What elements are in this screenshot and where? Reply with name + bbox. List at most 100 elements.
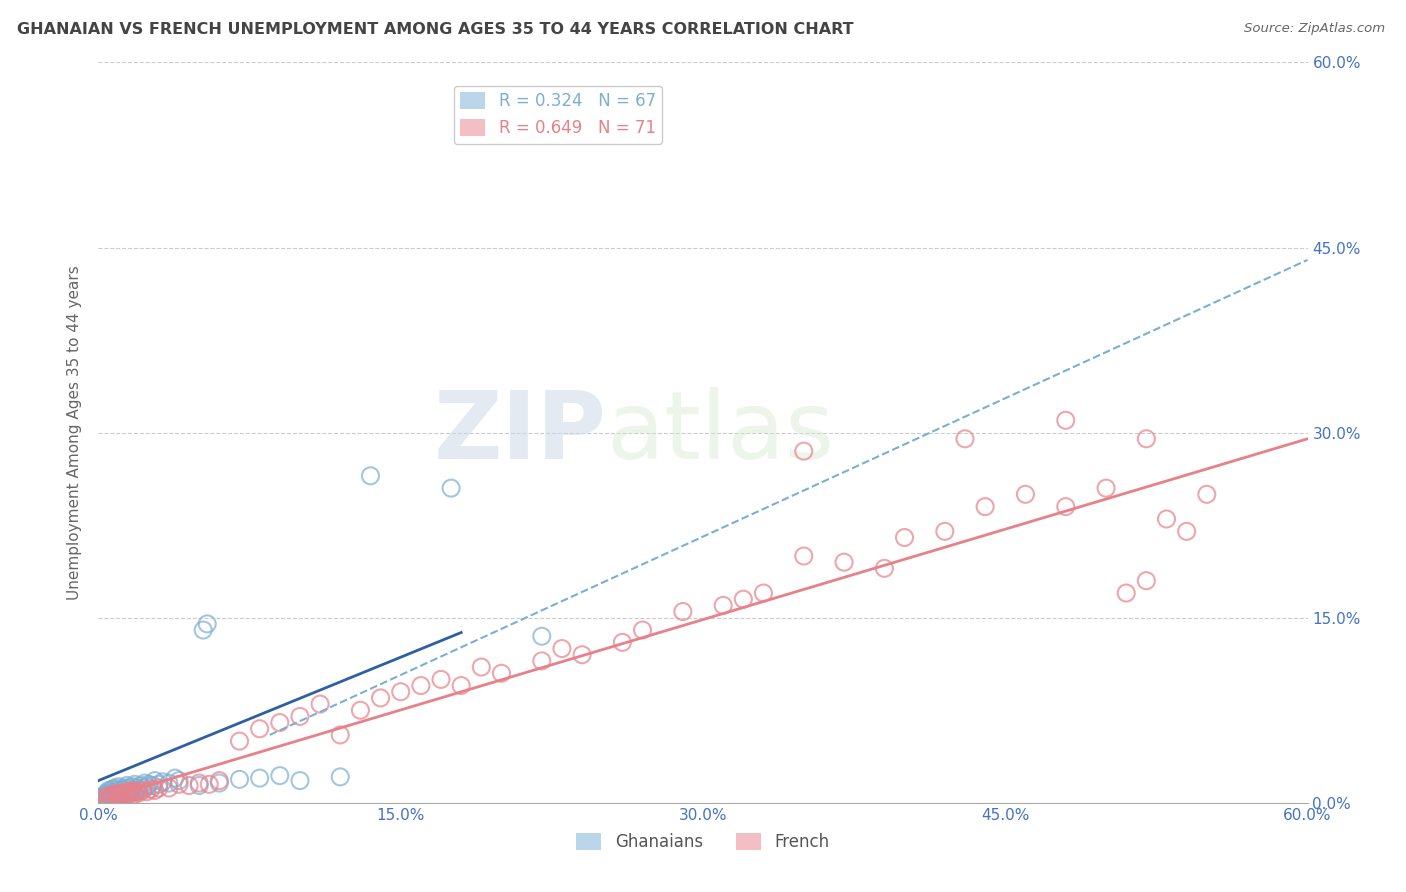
Point — [195, 616, 218, 631]
Point — [120, 786, 142, 800]
Point — [1175, 524, 1198, 539]
Point — [103, 786, 125, 800]
Point — [97, 789, 120, 804]
Point — [121, 783, 143, 797]
Point — [733, 592, 755, 607]
Point — [114, 786, 136, 800]
Point — [249, 771, 271, 785]
Point — [208, 773, 231, 788]
Point — [198, 777, 221, 791]
Point — [125, 785, 148, 799]
Point — [128, 783, 150, 797]
Point — [269, 715, 291, 730]
Point — [269, 769, 291, 783]
Text: ZIP: ZIP — [433, 386, 606, 479]
Point — [360, 468, 382, 483]
Point — [571, 648, 593, 662]
Point — [89, 793, 111, 807]
Point — [96, 792, 118, 806]
Point — [107, 789, 129, 804]
Point — [100, 789, 122, 803]
Point — [111, 783, 134, 797]
Point — [101, 790, 124, 805]
Point — [107, 786, 129, 800]
Point — [96, 786, 118, 800]
Point — [93, 789, 115, 803]
Point — [110, 787, 132, 801]
Point — [120, 783, 142, 797]
Y-axis label: Unemployment Among Ages 35 to 44 years: Unemployment Among Ages 35 to 44 years — [67, 265, 83, 600]
Point — [1115, 586, 1137, 600]
Text: Source: ZipAtlas.com: Source: ZipAtlas.com — [1244, 22, 1385, 36]
Point — [470, 660, 492, 674]
Point — [309, 697, 332, 711]
Point — [288, 709, 311, 723]
Point — [370, 690, 392, 705]
Point — [1054, 413, 1077, 427]
Point — [110, 782, 132, 797]
Point — [115, 779, 138, 793]
Point — [118, 787, 141, 801]
Point — [1014, 487, 1036, 501]
Point — [491, 666, 513, 681]
Point — [329, 770, 352, 784]
Point — [101, 782, 124, 797]
Point — [100, 789, 122, 803]
Point — [115, 787, 138, 801]
Point — [121, 780, 143, 794]
Point — [228, 772, 250, 787]
Point — [135, 780, 157, 794]
Point — [389, 685, 412, 699]
Point — [163, 771, 186, 785]
Point — [114, 780, 136, 795]
Point — [97, 792, 120, 806]
Point — [96, 789, 118, 804]
Point — [143, 783, 166, 797]
Point — [1156, 512, 1178, 526]
Point — [105, 783, 128, 797]
Point — [1135, 574, 1157, 588]
Point — [752, 586, 775, 600]
Point — [93, 790, 115, 805]
Point — [110, 787, 132, 801]
Point — [793, 444, 815, 458]
Point — [132, 783, 155, 797]
Point — [97, 787, 120, 801]
Point — [188, 776, 211, 790]
Point — [128, 786, 150, 800]
Text: GHANAIAN VS FRENCH UNEMPLOYMENT AMONG AGES 35 TO 44 YEARS CORRELATION CHART: GHANAIAN VS FRENCH UNEMPLOYMENT AMONG AG… — [17, 22, 853, 37]
Point — [107, 789, 129, 804]
Point — [107, 780, 129, 794]
Point — [97, 783, 120, 797]
Point — [93, 793, 115, 807]
Point — [124, 785, 146, 799]
Point — [157, 780, 180, 795]
Point — [249, 722, 271, 736]
Point — [873, 561, 896, 575]
Point — [139, 782, 162, 797]
Point — [934, 524, 956, 539]
Point — [893, 531, 915, 545]
Point — [430, 673, 453, 687]
Legend: Ghanaians, French: Ghanaians, French — [569, 826, 837, 857]
Point — [105, 789, 128, 803]
Point — [157, 776, 180, 790]
Point — [228, 734, 250, 748]
Point — [132, 780, 155, 795]
Point — [101, 787, 124, 801]
Point — [551, 641, 574, 656]
Point — [450, 679, 472, 693]
Point — [167, 777, 190, 791]
Point — [631, 623, 654, 637]
Point — [409, 679, 432, 693]
Point — [107, 786, 129, 800]
Point — [97, 790, 120, 805]
Point — [208, 776, 231, 790]
Point — [349, 703, 371, 717]
Point — [100, 785, 122, 799]
Point — [1195, 487, 1218, 501]
Point — [143, 773, 166, 788]
Point — [118, 785, 141, 799]
Point — [103, 780, 125, 795]
Point — [148, 777, 170, 791]
